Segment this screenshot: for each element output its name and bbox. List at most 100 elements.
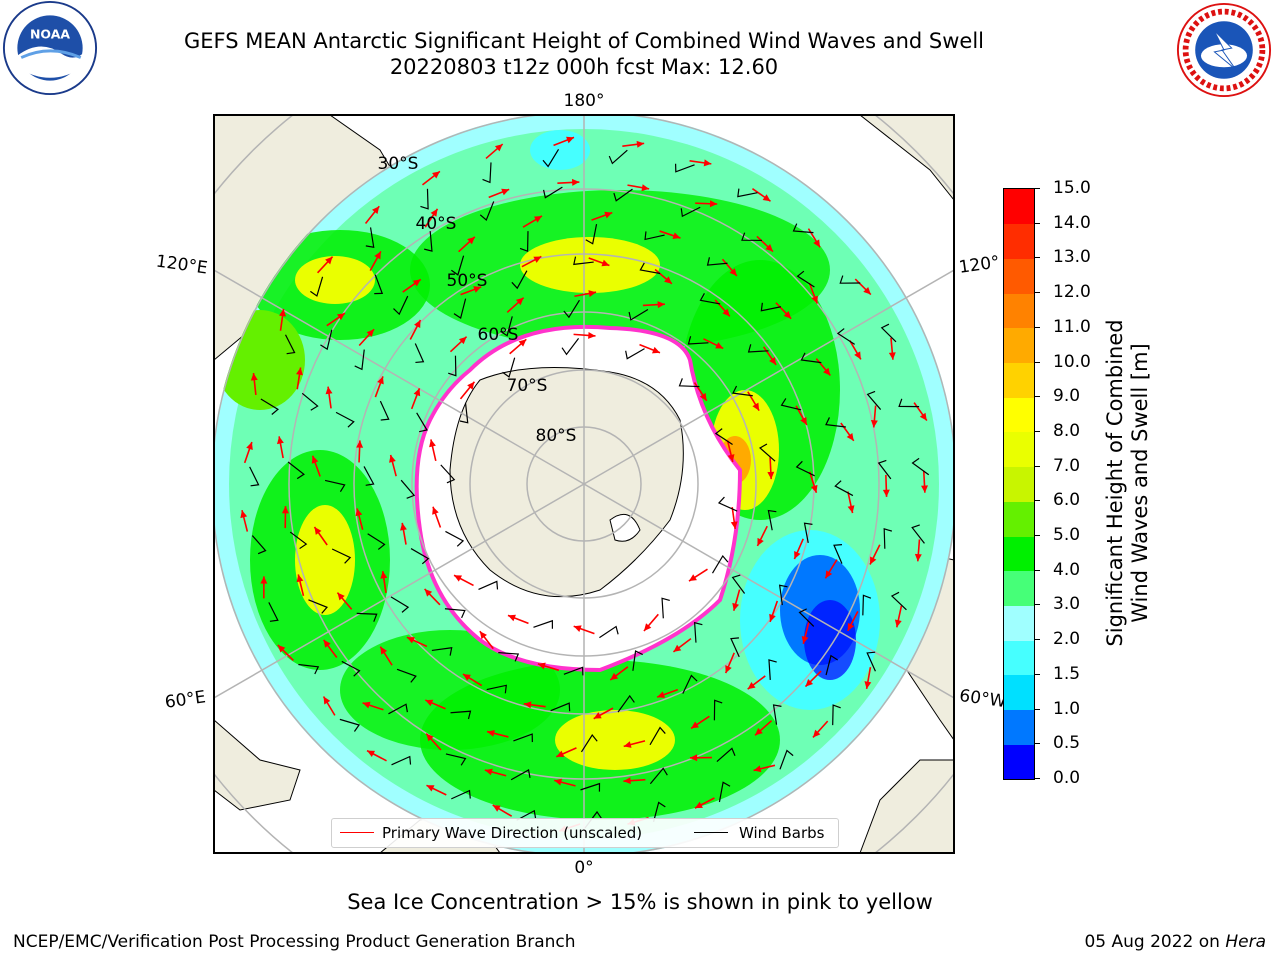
wind-barb [779,749,794,770]
colorbar-tick-mark [1034,257,1040,259]
wind-barb [445,530,465,547]
wave-direction-arrowhead [694,801,703,809]
wind-barb [741,232,762,242]
wave-direction-arrowhead [467,381,475,390]
wind-barb [693,621,703,643]
wave-direction-arrowhead [894,619,902,628]
wind-barb [308,599,328,614]
wind-barb [732,385,753,397]
wind-barb [500,316,513,337]
wave-direction-arrowhead [380,571,388,579]
wind-barb [482,162,492,184]
wave-direction-arrowhead [507,614,516,622]
wind-barb [519,231,529,252]
wave-direction-arrowhead [800,417,807,426]
wind-barb [320,329,333,351]
wind-barb [513,733,533,743]
wave-direction-arrowhead [571,178,580,186]
wind-barb [563,666,584,676]
wind-barb [374,274,384,295]
wind-barb [716,747,736,763]
wave-direction-arrowhead [467,236,475,245]
wind-barb [652,801,666,822]
wind-barb [834,480,854,497]
wind-barb [339,718,361,732]
lat-label-70s: 70°S [507,376,548,396]
wind-barb [730,637,740,658]
wave-direction-arrowhead [323,639,331,648]
colorbar-tick-mark [1034,639,1040,641]
colorbar-tick-label: 1.0 [1053,698,1081,719]
wave-direction-arrowhead [260,576,268,584]
wind-barb [687,336,709,345]
wind-barb [354,349,365,371]
footer-machine: Hera [1225,932,1266,952]
wave-direction-arrowhead [566,136,575,144]
colorbar-tick-mark [1034,430,1040,432]
wave-direction-arrowhead [588,331,596,339]
wind-barb [585,223,598,245]
wave-direction-arrowhead [325,386,333,395]
wind-barb [780,398,802,411]
wind-barb [420,188,429,210]
colorbar-tick-label: 15.0 [1053,178,1091,198]
wave-direction-arrowhead [337,592,345,601]
wave-direction-arrowhead [688,574,697,582]
colorbar-segment [1004,397,1034,433]
wind-barb [880,323,897,343]
colorbar-tick-mark [1034,500,1040,502]
wave-direction-arrowhead [810,484,818,493]
wind-barb [649,726,666,746]
wind-barb [747,344,769,353]
colorbar-tick-label: 13.0 [1053,247,1091,268]
wave-direction-arrowhead [484,768,493,776]
wind-barb [533,619,554,629]
wave-direction-arrowhead [425,699,434,707]
wave-direction-arrowhead [623,777,631,785]
colorbar-tick-label: 14.0 [1053,212,1091,233]
wind-barb [674,163,695,173]
wave-direction-arrowhead [473,286,482,293]
wave-direction-arrowhead [406,637,415,644]
wave-direction-arrowhead [769,613,776,622]
wind-barb [367,533,386,550]
wave-direction-arrowhead [426,785,435,792]
wind-barb [440,464,456,484]
colorbar-tick-mark [1034,778,1040,779]
wind-barb [833,544,843,564]
land-africa-madagascar [214,719,301,811]
colorbar-tick-label: 9.0 [1053,386,1081,407]
chart-title: GEFS MEAN Antarctic Significant Height o… [183,29,985,53]
wave-direction-arrowhead [515,297,524,306]
wave-direction-arrowhead [914,553,922,562]
wave-direction-arrowhead [757,537,764,546]
wind-barb [486,684,507,694]
wind-barb [714,428,733,446]
colorbar [1003,188,1035,780]
wave-direction-arrowhead [641,184,650,192]
wave-direction-arrowhead [888,352,896,360]
wave-direction-arrowhead [921,485,928,493]
map-frame [213,114,955,854]
wind-barb [639,262,661,275]
colorbar-tick-mark [1034,361,1040,363]
wind-barb [324,479,346,493]
wind-barb [661,597,670,619]
wave-direction-arrowhead [610,672,619,680]
colorbar-tick-mark [1034,743,1040,745]
wind-barb [625,348,645,360]
colorbar-segment [1004,293,1034,329]
colorbar-segment [1004,431,1034,468]
wave-direction-arrowhead [462,674,471,681]
wind-barb [792,223,814,234]
wave-direction-arrowhead [651,346,660,354]
wind-barb [800,352,822,364]
wind-barb [396,668,417,683]
wind-barb [836,328,856,345]
wind-barb [431,647,453,656]
colorbar-tick-label: 1.5 [1053,663,1081,684]
wind-barb [711,554,729,574]
wind-barb [760,302,782,312]
colorbar-tick-mark [1034,326,1040,328]
wave-direction-arrowhead [870,556,877,565]
